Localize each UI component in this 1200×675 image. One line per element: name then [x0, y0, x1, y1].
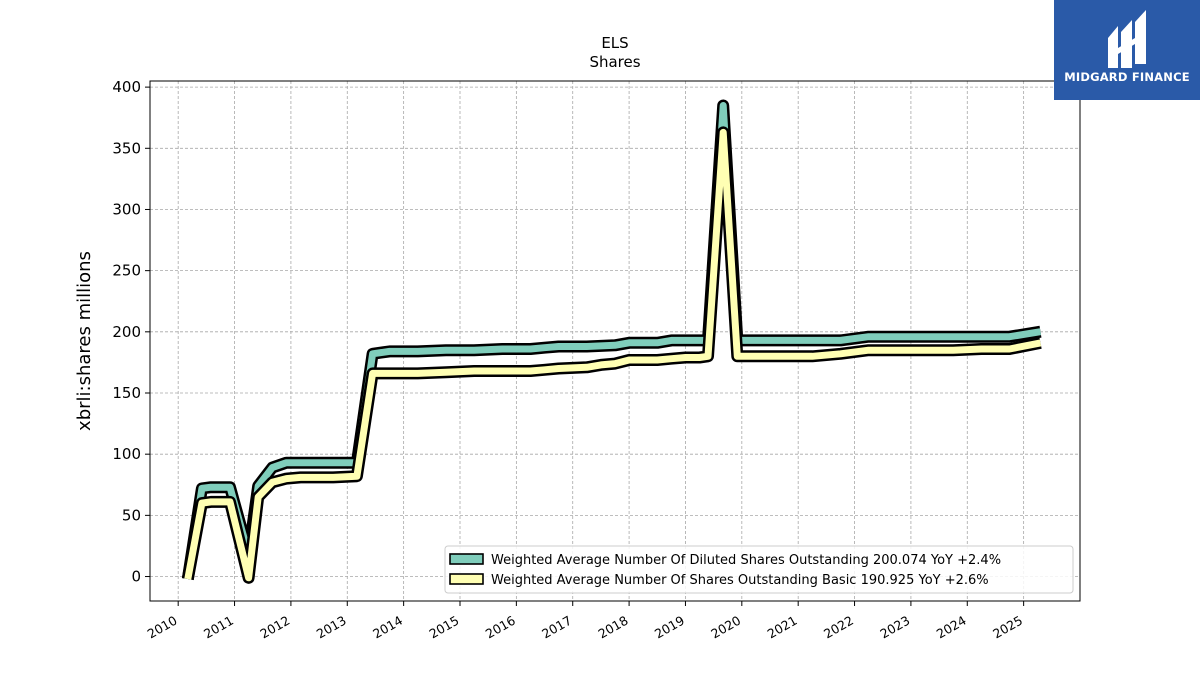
x-tick-label: 2024	[934, 613, 969, 642]
legend: Weighted Average Number Of Diluted Share…	[444, 545, 1074, 594]
y-tick-label: 50	[122, 506, 141, 524]
legend-box	[444, 545, 1074, 594]
x-tick-label: 2022	[821, 613, 856, 642]
plot-frame	[149, 80, 1081, 602]
y-tick-label: 300	[112, 200, 141, 218]
x-tick-label: 2019	[652, 613, 687, 642]
x-tick-label: 2013	[314, 613, 349, 642]
y-tick-label: 100	[112, 445, 141, 463]
x-tick-label: 2018	[596, 613, 631, 642]
logo-mark-icon	[1108, 10, 1146, 68]
series-line-1	[184, 128, 1042, 582]
legend-swatch-1	[449, 573, 484, 585]
x-tick-label: 2016	[483, 613, 518, 642]
x-tick-label: 2023	[877, 613, 912, 642]
legend-swatch-0	[449, 553, 484, 565]
logo-text: MIDGARD FINANCE	[1064, 70, 1190, 84]
y-axis-label: xbrli:shares millions	[74, 251, 95, 431]
x-tick-label: 2025	[990, 613, 1025, 642]
series-layer	[181, 99, 1042, 584]
y-tick-label: 250	[112, 262, 141, 280]
y-tick-label: 400	[112, 78, 141, 96]
y-tick-label: 150	[112, 384, 141, 402]
x-tick-label: 2010	[145, 613, 180, 642]
x-tick-label: 2014	[370, 613, 405, 642]
x-tick-label: 2015	[426, 613, 461, 642]
series-outline-1	[181, 126, 1042, 584]
x-tick-label: 2012	[257, 613, 292, 642]
chart-title: ELS	[601, 34, 628, 52]
chart-subtitle: Shares	[589, 53, 640, 71]
y-tick-label: 350	[112, 139, 141, 157]
series-line-0	[184, 102, 1042, 580]
y-tick-label: 0	[131, 568, 141, 586]
legend-label-1: Weighted Average Number Of Shares Outsta…	[491, 573, 989, 588]
x-tick-label: 2020	[708, 613, 743, 642]
x-tick-label: 2011	[201, 613, 236, 642]
x-tick-label: 2021	[765, 613, 800, 642]
legend-label-0: Weighted Average Number Of Diluted Share…	[491, 553, 1001, 568]
logo: MIDGARD FINANCE	[1054, 0, 1200, 100]
y-tick-label: 200	[112, 323, 141, 341]
x-tick-label: 2017	[539, 613, 574, 642]
